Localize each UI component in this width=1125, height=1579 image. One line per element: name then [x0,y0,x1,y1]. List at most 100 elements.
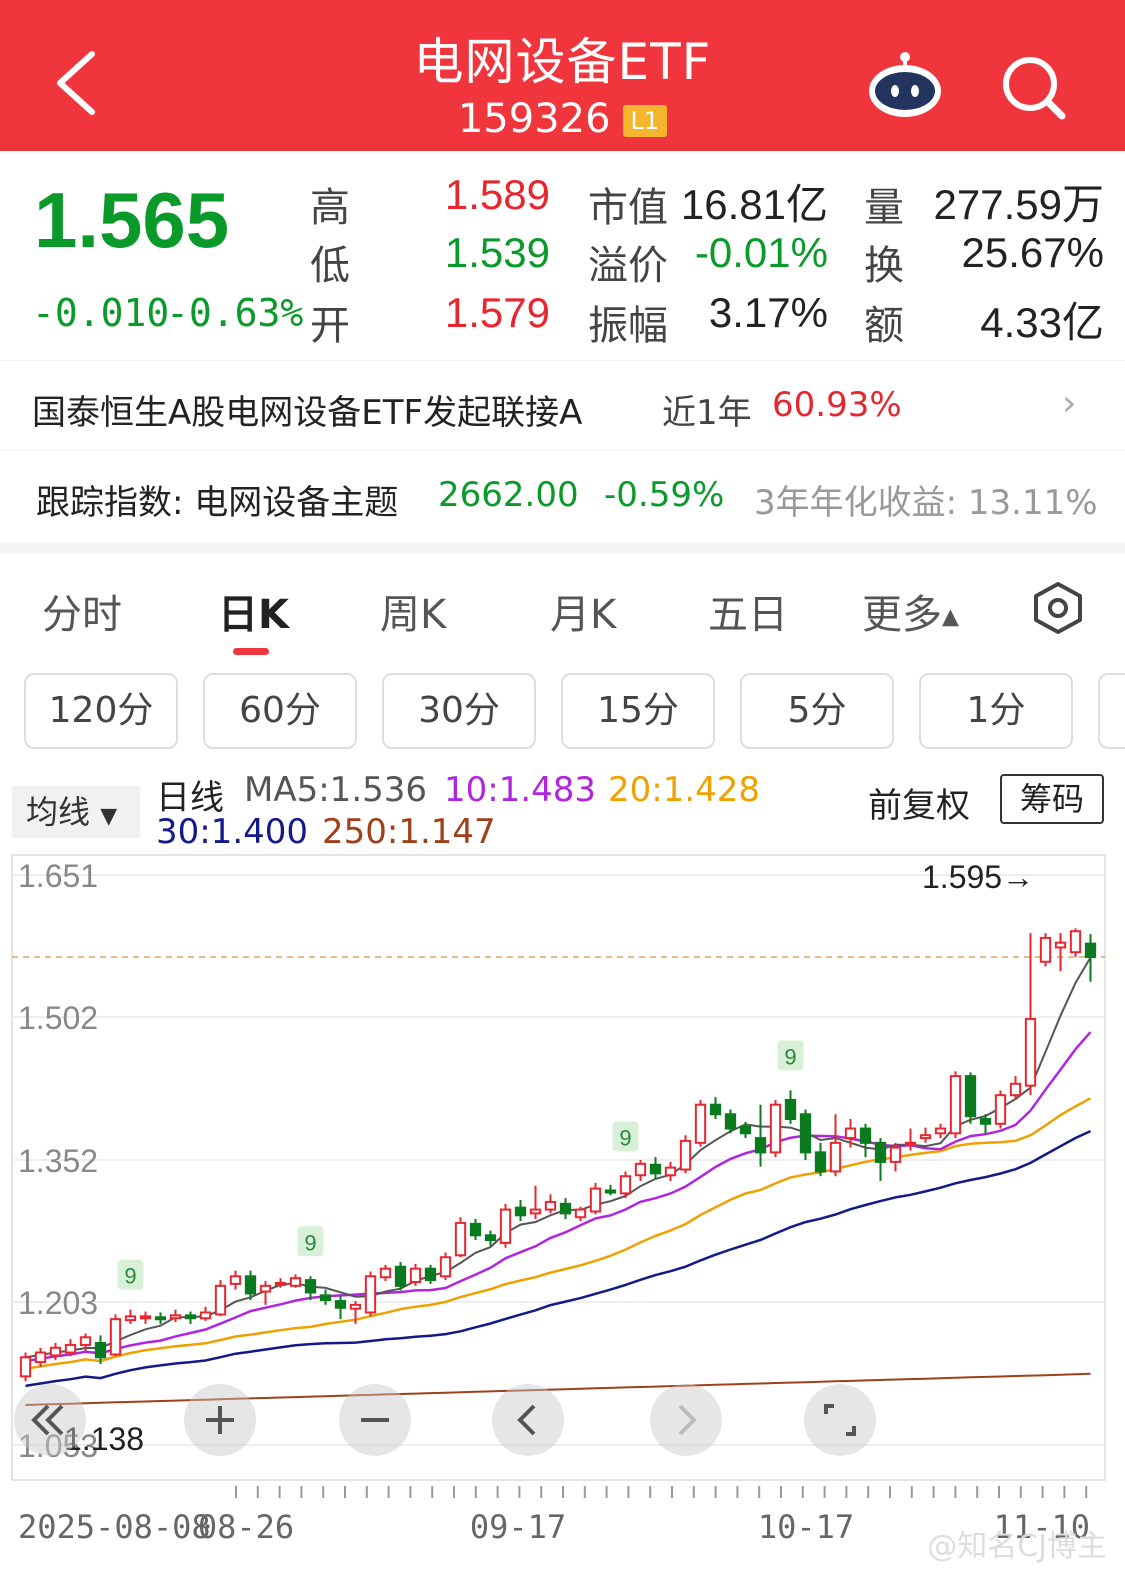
left-icon-button[interactable] [492,1384,564,1456]
candle-up [664,1166,677,1177]
tab-monthly-k[interactable]: 月K [550,592,617,638]
double-left-icon-button[interactable] [14,1384,86,1456]
td-nine-badge [777,1040,804,1071]
candle-up [619,1175,632,1195]
back-icon[interactable] [50,48,110,118]
candle-up [214,1284,227,1316]
candle-up [589,1187,602,1213]
period-1m-button[interactable]: 1分 [919,673,1073,749]
left-icon [517,1404,536,1436]
settings-hexagon-icon[interactable] [1030,580,1086,636]
candle-down [739,1125,752,1135]
candle-up [499,1208,512,1244]
plot-frame [11,854,1106,1481]
y-tick-label: 1.203 [18,1285,98,1321]
tab-daily-k[interactable]: 日K [218,592,289,638]
x-tick-label: 10-17 [758,1508,854,1546]
y-tick-label: 1.651 [18,858,98,894]
candle-down [979,1118,992,1125]
ma30-value: 30:1.400 [156,812,309,852]
linked-fund-name: 国泰恒生A股电网设备ETF发起联接A [32,393,583,433]
tab-more-label: 更多 [862,592,942,638]
y-tick-label: 1.053 [18,1428,98,1464]
max-price-marker: 1.595→ [922,859,1034,895]
period-120m-button[interactable]: 120分 [24,673,178,749]
tab-five-day[interactable]: 五日 [708,592,788,638]
candle-up [124,1315,137,1322]
candle-up [769,1103,782,1154]
candle-down [859,1127,872,1144]
tab-intraday[interactable]: 分时 [42,592,122,638]
candle-down [1084,942,1097,958]
candle-down [814,1151,827,1173]
double-left-icon [45,1404,64,1436]
zoom-out-icon-button[interactable] [339,1384,411,1456]
volume-value: 277.59万 [933,181,1104,228]
search-icon[interactable] [998,52,1068,122]
right-icon-button[interactable] [650,1384,722,1456]
candle-up [949,1075,962,1135]
kline-chart[interactable]: 1.651 1.502 1.352 1.203 1.053 9 9 9 9 1.595→ 1.138… [0,850,1125,1579]
tracking-index-label: 跟踪指数: 电网设备主题 [36,483,399,523]
candle-down [874,1141,887,1163]
fullscreen-icon-button[interactable] [804,1384,876,1456]
linked-fund-return: 60.93% [772,385,902,425]
fullscreen-icon-bg [804,1384,876,1456]
amount-value: 4.33亿 [980,299,1104,346]
candle-up [139,1315,152,1320]
y-tick-label: 1.502 [18,1000,98,1036]
period-more-button[interactable] [1098,673,1125,749]
section-divider [0,543,1125,553]
candle-up [379,1267,392,1279]
candle-up [79,1336,92,1346]
period-15m-button[interactable]: 15分 [561,673,715,749]
last-price: 1.565 [34,176,230,264]
open-label: 开 [310,303,350,349]
candle-up [694,1103,707,1144]
candle-down [484,1234,497,1242]
td-nine-label: 9 [304,1230,316,1255]
right-icon-bg [650,1384,722,1456]
zoom-in-icon [206,1406,234,1434]
ma-dropdown-label: 均线 [26,793,91,831]
chips-button[interactable]: 筹码 [1000,774,1104,824]
candle-up [844,1127,857,1140]
robot-icon[interactable] [866,47,944,119]
candle-up [1024,1017,1037,1087]
price-change-pct: -0.63% [166,291,304,335]
candle-down [184,1314,197,1320]
right-icon [678,1404,697,1436]
volume-label: 量 [864,185,904,231]
period-30m-button[interactable]: 30分 [382,673,536,749]
candle-down [559,1202,572,1215]
chevron-right-icon: › [1062,383,1077,424]
td-nine-badge [612,1121,639,1152]
candle-down [649,1163,662,1175]
top-bar: 电网设备ETF 159326 L1 [0,0,1125,151]
candle-up [1054,941,1067,949]
candle-up [259,1284,272,1293]
candle-up [904,1141,917,1146]
tab-weekly-k[interactable]: 周K [380,592,447,638]
candle-up [109,1318,122,1356]
amplitude-value: 3.17% [708,289,828,336]
candle-up [169,1314,182,1320]
fullscreen-icon [824,1404,856,1436]
adjust-mode-button[interactable]: 前复权 [868,786,970,826]
tracking-index-row[interactable]: 跟踪指数: 电网设备主题 2662.00 -0.59% 3年年化收益: 13.1… [0,451,1125,543]
candle-down [784,1098,797,1121]
tab-more[interactable]: 更多▲ [862,582,959,640]
double-left-icon [31,1404,50,1436]
candle-down [799,1113,812,1154]
code-text: 159326 [457,96,611,142]
zoom-in-icon-button[interactable] [184,1384,256,1456]
candle-up [229,1275,242,1285]
period-60m-button[interactable]: 60分 [203,673,357,749]
candle-up [529,1208,542,1215]
candle-up [349,1303,362,1310]
candle-up [34,1351,47,1364]
quote-panel: 1.565 -0.010 -0.63% 高 低 开 1.589 1.539 1.… [0,151,1125,361]
period-5m-button[interactable]: 5分 [740,673,894,749]
ma-dropdown[interactable]: 均线 ▼ [12,786,140,838]
linked-fund-row[interactable]: 国泰恒生A股电网设备ETF发起联接A 近1年 60.93% › [0,361,1125,451]
